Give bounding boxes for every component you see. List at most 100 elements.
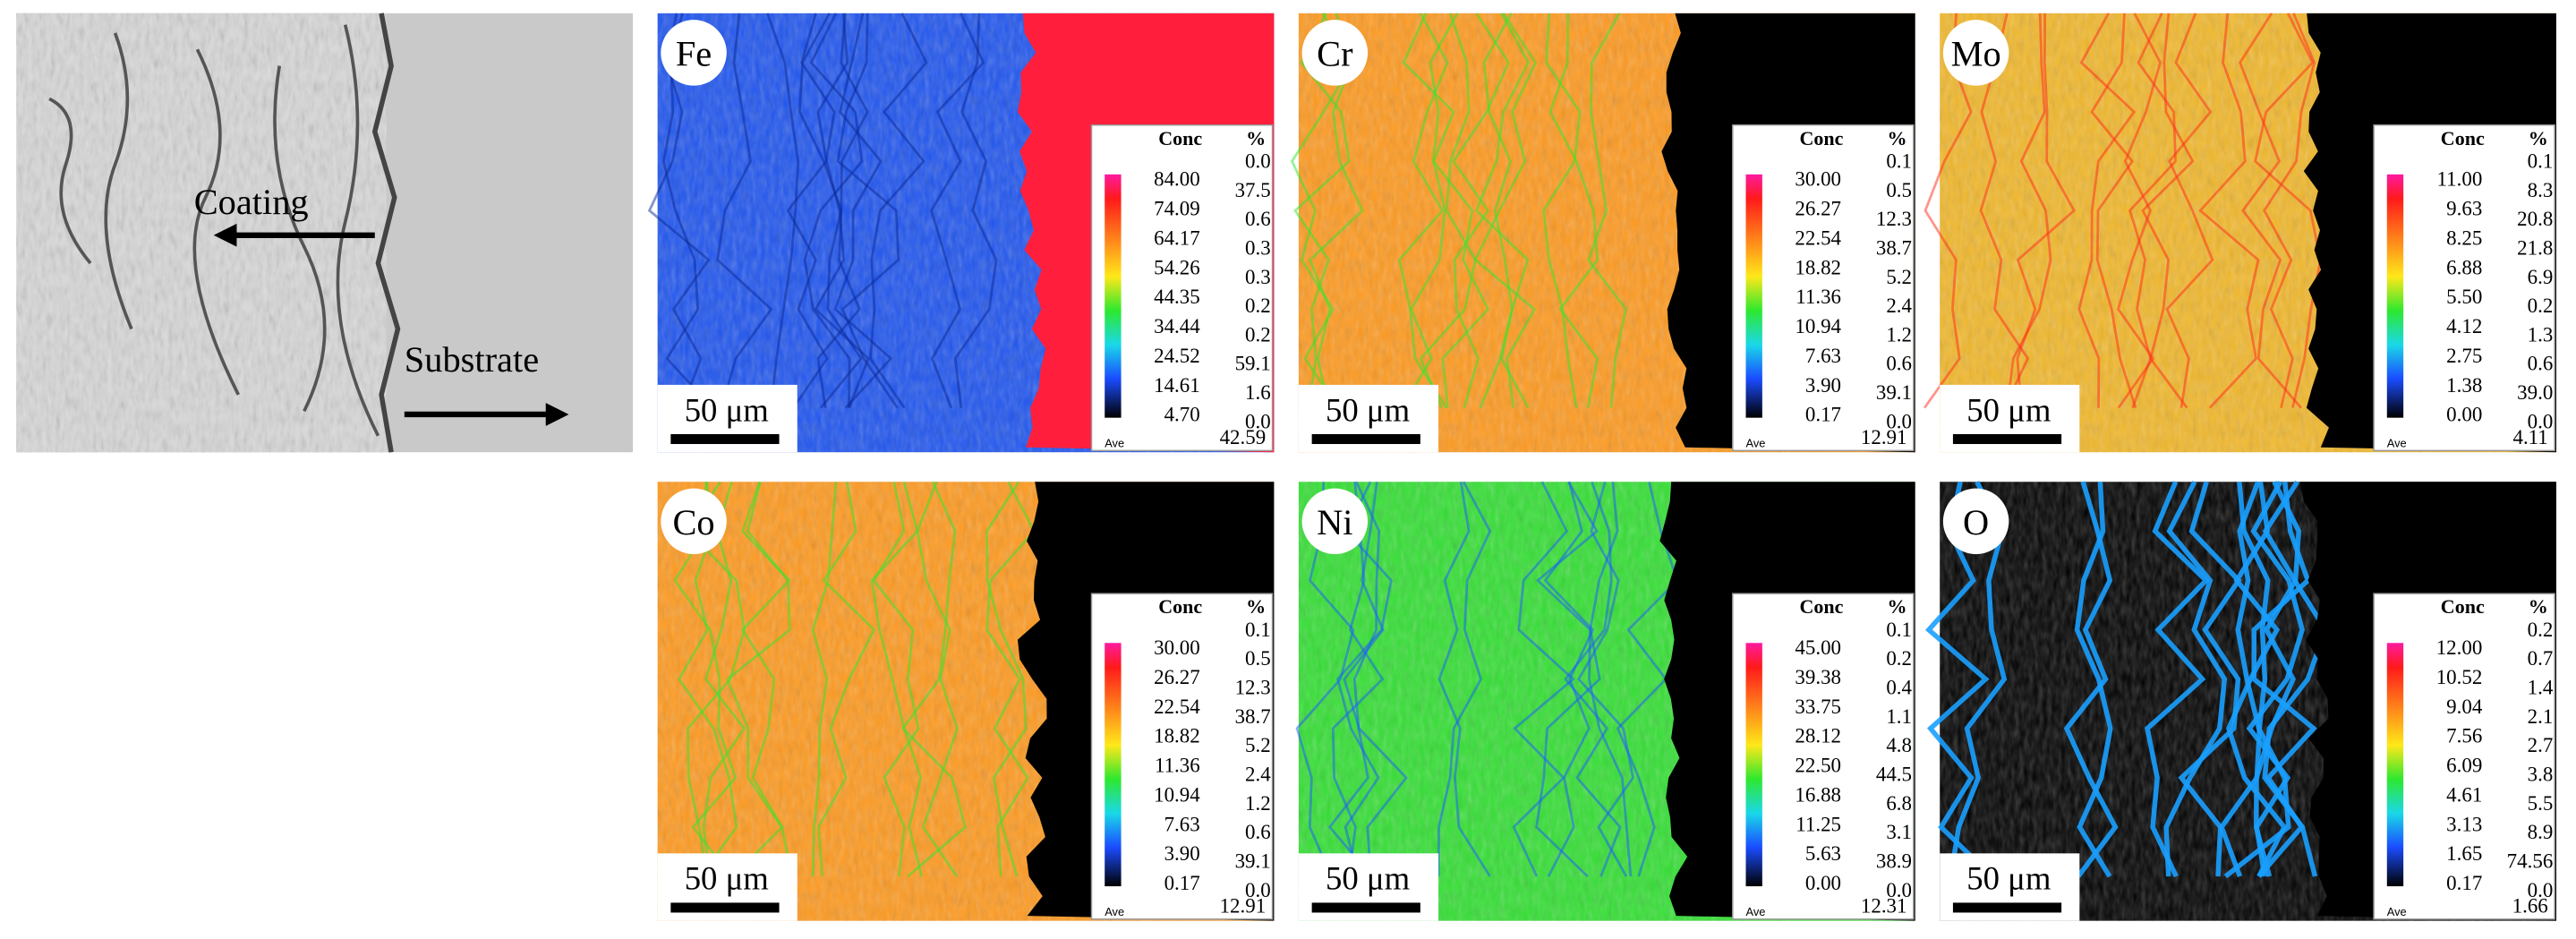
conc-level: 4.12 <box>2446 315 2482 337</box>
pct-value: 0.5 <box>1886 179 1912 201</box>
ave-label: Ave <box>2387 905 2407 918</box>
pct-value: 0.1 <box>1245 619 1271 641</box>
pct-value: 0.5 <box>1245 647 1271 670</box>
pct-value: 0.0 <box>2528 410 2554 432</box>
map-streak <box>2141 13 2195 409</box>
conc-level: 18.82 <box>1795 256 1841 278</box>
pct-value: 0.7 <box>2528 647 2554 670</box>
pct-value: 12.3 <box>1235 677 1271 699</box>
map-streak <box>2128 13 2177 409</box>
conc-level: 84.00 <box>1154 168 1200 191</box>
pct-value: 1.3 <box>2528 323 2554 346</box>
map-streak <box>869 13 928 409</box>
conc-level: 26.27 <box>1795 198 1841 220</box>
map-streak <box>2178 481 2242 877</box>
conc-header: Conc <box>1800 127 1844 149</box>
conc-level: 28.12 <box>1795 725 1841 747</box>
map-streak <box>1587 13 1627 408</box>
conc-level: 5.63 <box>1805 842 1841 865</box>
pct-value: 39.0 <box>2517 381 2553 404</box>
pct-value: 0.0 <box>1245 149 1271 172</box>
element-badge <box>661 488 727 555</box>
map-streak <box>731 481 791 878</box>
legend-box <box>1732 593 1915 920</box>
pct-value: 39.1 <box>1235 850 1271 873</box>
pct-header: % <box>1887 595 1906 618</box>
pct-value: 2.4 <box>1886 295 1912 317</box>
pct-value: 1.2 <box>1245 792 1271 815</box>
coating-arrowhead <box>213 223 237 247</box>
color-scale <box>2386 174 2404 418</box>
map-streak <box>2226 481 2288 878</box>
scale-bar <box>1952 902 2062 913</box>
map-streak <box>1293 13 1351 408</box>
conc-level: 7.63 <box>1164 813 1200 835</box>
scale-bar-label: 50 μm <box>1966 860 2051 897</box>
pct-value: 3.8 <box>2528 764 2554 786</box>
pct-value: 37.5 <box>1235 179 1271 201</box>
map-streak <box>1419 13 1477 409</box>
conc-level: 7.56 <box>2446 725 2482 747</box>
conc-level: 11.36 <box>1796 286 1841 308</box>
map-streak <box>1588 482 1633 877</box>
conc-header: Conc <box>1158 595 1202 618</box>
map-streak <box>2254 13 2322 408</box>
element-label: Ni <box>1317 502 1352 542</box>
legend-box <box>1090 124 1274 452</box>
map-streak <box>2239 13 2302 409</box>
pct-value: 74.56 <box>2507 850 2554 873</box>
element-map: Fe 50 μm Conc % 84.00 74.09 64.17 54.26 44.35 34.… <box>647 13 1275 453</box>
pct-value: 0.2 <box>1886 647 1912 670</box>
map-streak <box>2198 13 2260 409</box>
pct-value: 1.4 <box>2528 677 2554 699</box>
pct-value: 59.1 <box>1235 353 1271 375</box>
pct-header: % <box>2529 127 2548 149</box>
conc-level: 12.00 <box>2436 636 2483 659</box>
conc-level: 6.09 <box>2446 755 2482 777</box>
pct-value: 0.0 <box>1245 879 1271 901</box>
element-map: Co 50 μm Conc % 30.00 26.27 22.54 18.82 11.36 10.… <box>657 481 1275 921</box>
pct-value: 12.3 <box>1876 208 1912 230</box>
conc-header: Conc <box>1158 127 1202 149</box>
map-streak <box>2006 13 2052 408</box>
conc-level: 22.54 <box>1795 226 1841 249</box>
pct-value: 38.7 <box>1876 236 1912 259</box>
conc-header: Conc <box>1800 595 1844 618</box>
element-label: Cr <box>1317 34 1353 74</box>
pct-value: 8.9 <box>2528 821 2554 843</box>
coating-label: Coating <box>194 182 309 222</box>
pct-value: 0.0 <box>1886 410 1912 432</box>
map-streak <box>1543 481 1595 877</box>
ave-label: Ave <box>1105 905 1124 918</box>
color-scale <box>1105 174 1122 418</box>
conc-level: 1.65 <box>2446 842 2482 865</box>
map-streak <box>1473 13 1538 408</box>
ave-value: 12.91 <box>1861 426 1907 448</box>
map-streak <box>1535 481 1601 878</box>
conc-level: 0.17 <box>2446 872 2482 894</box>
map-streak <box>1548 13 1599 408</box>
map-streak <box>820 13 869 409</box>
conc-level: 44.35 <box>1154 286 1200 308</box>
conc-level: 30.00 <box>1154 636 1200 659</box>
conc-level: 8.25 <box>2446 226 2482 249</box>
sem-cracks <box>48 24 380 437</box>
map-streak <box>811 482 838 877</box>
element-badge <box>1301 488 1369 555</box>
conc-level: 10.94 <box>1154 783 1200 806</box>
map-streak <box>2117 13 2162 409</box>
map-streak <box>836 13 900 409</box>
map-streak <box>930 13 985 409</box>
map-streak <box>1429 13 1490 408</box>
scale-bar <box>670 902 780 913</box>
map-streak <box>1343 482 1408 877</box>
conc-level: 64.17 <box>1154 226 1200 249</box>
scale-bar-label: 50 μm <box>1326 860 1410 897</box>
pct-value: 1.2 <box>1886 323 1912 346</box>
pct-value: 0.2 <box>2528 295 2554 317</box>
map-streak <box>2218 482 2271 878</box>
map-streak <box>2165 13 2214 408</box>
map-streak <box>803 13 864 408</box>
conc-level: 0.17 <box>1805 404 1841 426</box>
ave-label: Ave <box>2387 437 2407 450</box>
